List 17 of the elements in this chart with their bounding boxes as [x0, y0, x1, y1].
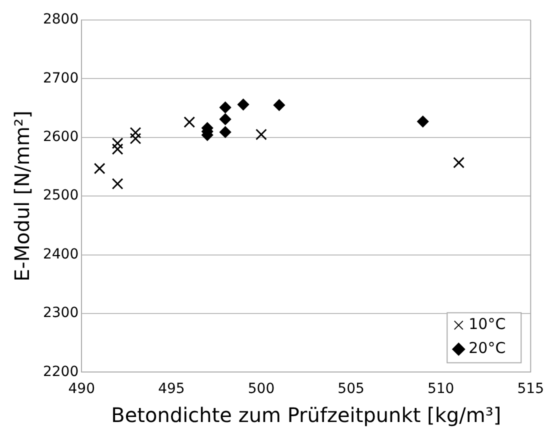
y-tick-label: 2500	[42, 188, 79, 204]
x-tick-label: 505	[338, 381, 364, 398]
y-tick-label: 2200	[42, 364, 79, 380]
x-tick-label: 500	[248, 381, 275, 398]
x-tick-label: 495	[158, 381, 185, 398]
x-tick-label: 510	[427, 381, 454, 398]
x-tick-label: 515	[517, 381, 544, 398]
y-tick-label: 2300	[42, 305, 79, 322]
y-tick-label: 2400	[42, 246, 79, 262]
y-tick-label: 2800	[42, 12, 79, 28]
y-tick-label: 2700	[42, 70, 79, 86]
legend-label: 10°C	[468, 315, 506, 334]
x-tick-label: 490	[68, 381, 95, 398]
y-tick-label: 2600	[42, 129, 79, 146]
x-axis-title: Betondichte zum Prüfzeitpunkt [kg/m³]	[111, 403, 502, 428]
y-axis-title: E-Modul [N/mm²]	[10, 110, 34, 282]
legend-label: 20°C	[468, 339, 506, 358]
